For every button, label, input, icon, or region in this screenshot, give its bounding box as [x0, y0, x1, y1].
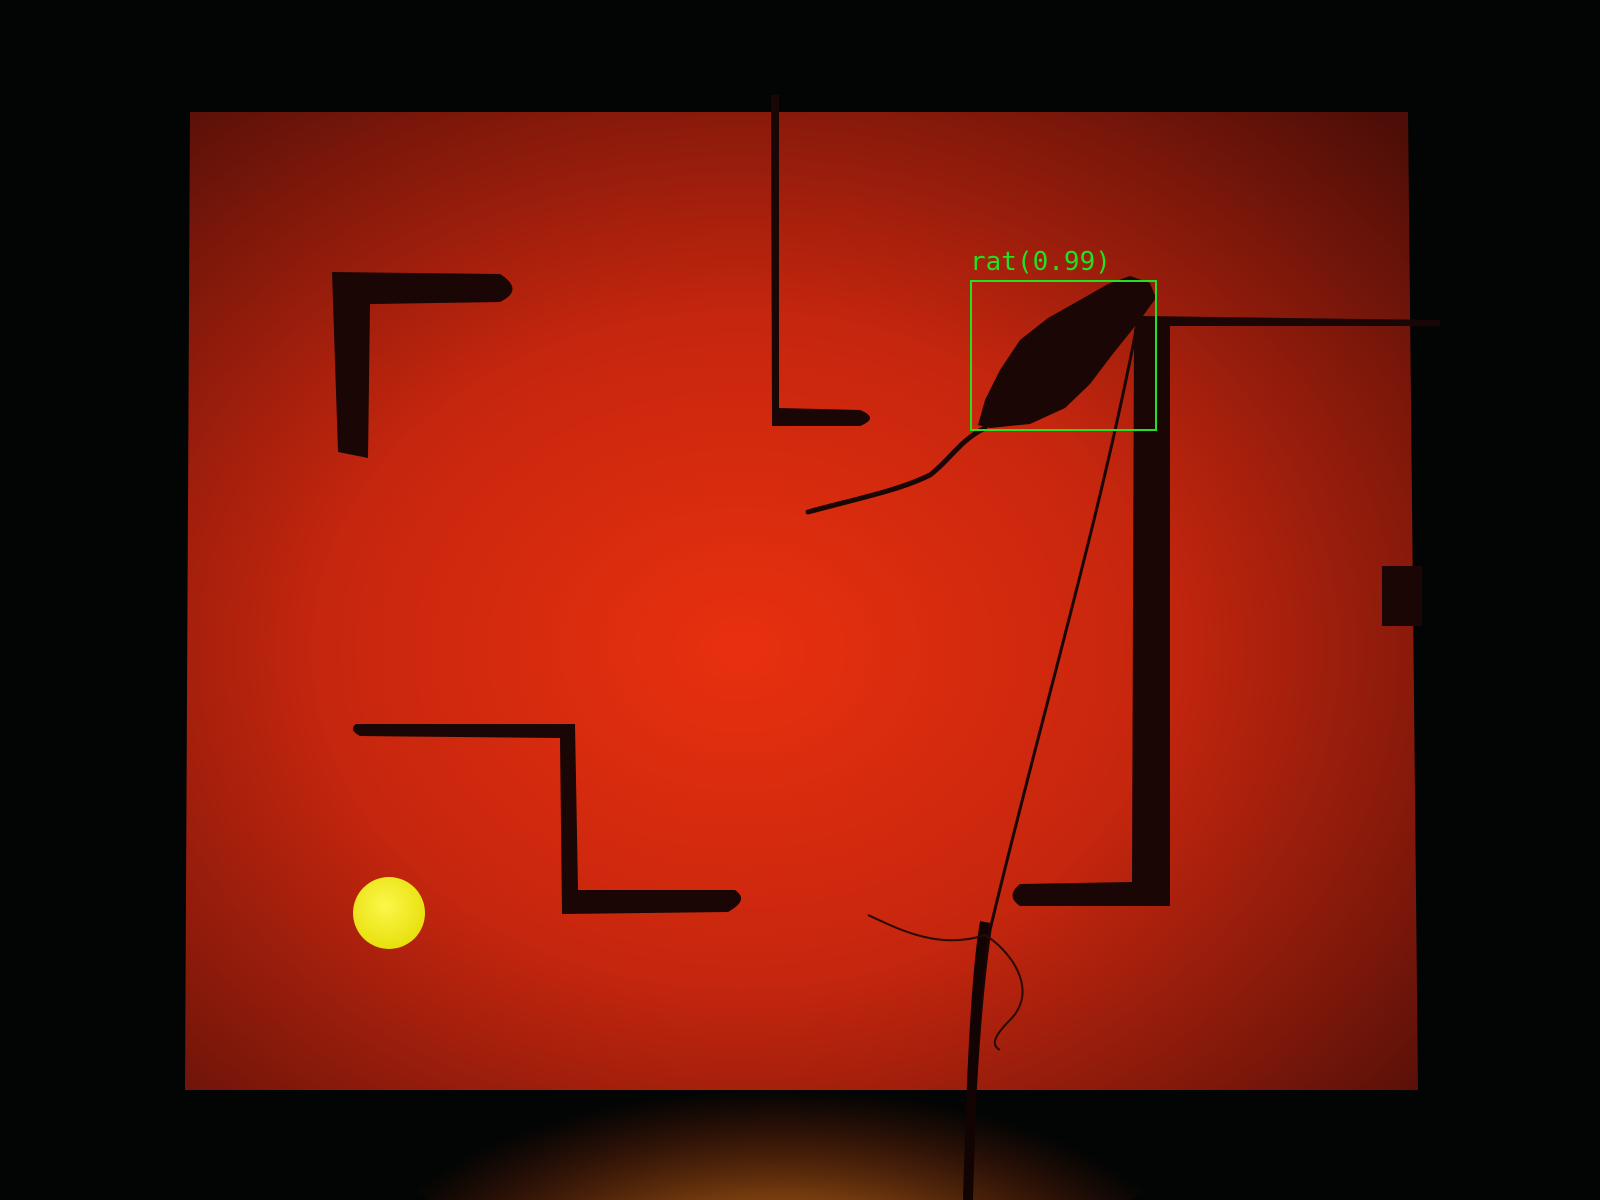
arena-bottom-glow — [360, 890, 1200, 1200]
rat-silhouette — [978, 276, 1156, 428]
maze-wall-top-left — [332, 272, 513, 458]
tether-loose-wire — [867, 914, 1024, 1051]
detection-bounding-box — [970, 280, 1157, 431]
rat-tail — [805, 425, 988, 515]
reward-light — [353, 877, 425, 949]
detection-label: rat(0.99) — [970, 247, 1111, 277]
maze-wall-bottom-left — [352, 724, 742, 914]
arena-side-notch — [1382, 566, 1422, 626]
tether-cable-lower — [963, 921, 990, 1200]
